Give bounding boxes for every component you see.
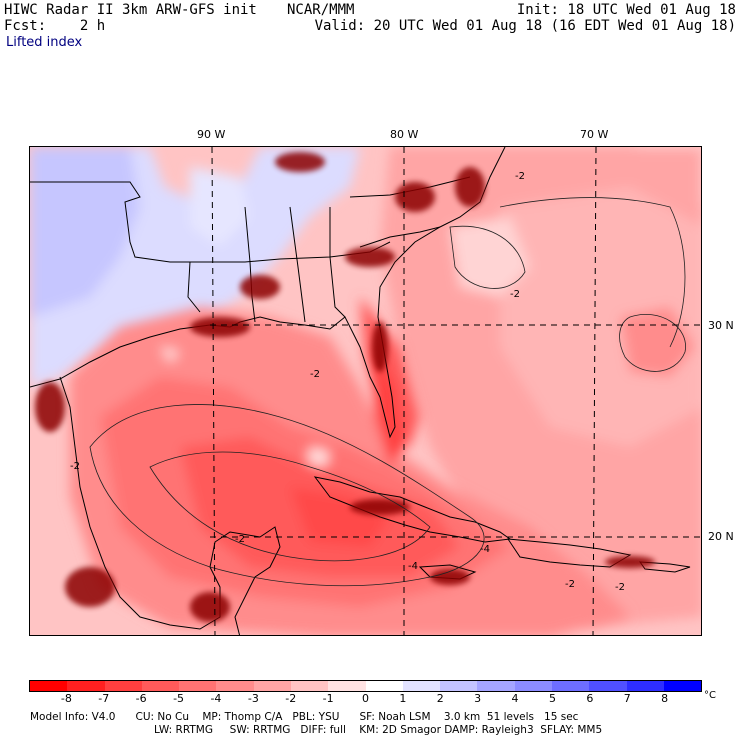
colorbar-segment	[30, 681, 68, 691]
map-svg: -2 -2 -2 -2 -2 -4 -4 -2 -2	[30, 147, 701, 635]
colorbar-tick-label: -5	[173, 692, 185, 705]
contour-label: -2	[615, 582, 625, 593]
atlantic-region	[380, 147, 701, 627]
colorbar-segment	[216, 681, 254, 691]
plot-title: HIWC Radar II 3km ARW-GFS init	[4, 2, 257, 18]
colorbar-segment	[626, 681, 664, 691]
colorbar-segment	[663, 681, 702, 691]
lon-label-80w: 80 W	[390, 128, 419, 141]
colorbar-segment	[67, 681, 105, 691]
colorbar-segment	[179, 681, 217, 691]
colorbar-segment	[253, 681, 291, 691]
valid-time: Valid: 20 UTC Wed 01 Aug 18 (16 EDT Wed …	[314, 18, 736, 34]
org-label: NCAR/MMM	[287, 2, 355, 18]
contour-label: -2	[310, 369, 320, 380]
colorbar-labels: -8 -7 -6 -5 -4 -3 -2 -1 0 1 2 3 4 5 6 7 8	[29, 692, 702, 706]
state-borders-6	[359, 226, 441, 248]
state-borders-1	[30, 181, 391, 263]
colorbar-tick-label: 0	[362, 692, 369, 705]
colorbar-segment	[551, 681, 590, 691]
contour-label: -2	[510, 289, 520, 300]
colorbar-tick-label: 5	[548, 692, 556, 705]
model-info-line1: Model Info: V4.0 CU: No Cu MP: Thomp C/A…	[30, 711, 579, 723]
init-time: Init: 18 UTC Wed 01 Aug 18	[516, 2, 736, 18]
contour-label: -2	[565, 579, 575, 590]
colorbar-tick-label: -7	[98, 692, 110, 705]
contour-label: -4	[480, 544, 490, 555]
state-borders-3	[289, 206, 306, 323]
colorbar-segment	[365, 681, 403, 691]
colorbar-segment	[440, 681, 478, 691]
colorbar-tick-label: 2	[436, 692, 444, 705]
colorbar-unit: °C	[704, 690, 716, 701]
lat-label-30n: 30 N	[708, 319, 734, 332]
colorbar-tick-label: -4	[210, 692, 222, 705]
mexico-coast	[59, 376, 281, 635]
contour-label: -2	[515, 171, 525, 182]
forecast-hour: Fcst: 2 h	[4, 18, 106, 34]
colorbar-tick-label: -1	[322, 692, 334, 705]
colorbar	[29, 680, 702, 692]
lon-label-90w: 90 W	[197, 128, 226, 141]
colorbar-tick-label: 6	[586, 692, 594, 705]
colorbar-segment	[477, 681, 515, 691]
colorbar-segment	[141, 681, 180, 691]
colorbar-tick-label: -3	[247, 692, 259, 705]
colorbar-segment	[402, 681, 441, 691]
convective-cells	[35, 152, 655, 622]
gulf-atlantic-coast	[30, 147, 506, 439]
contour-lines	[89, 197, 686, 587]
contour-label: -2	[235, 534, 245, 545]
map-panel: -2 -2 -2 -2 -2 -4 -4 -2 -2	[29, 146, 702, 636]
colorbar-segment	[514, 681, 552, 691]
state-borders-5	[187, 261, 201, 313]
colorbar-tick-label: -8	[60, 692, 72, 705]
colorbar-tick-label: 8	[661, 692, 669, 705]
colorbar-segment	[290, 681, 329, 691]
lat-label-20n: 20 N	[708, 530, 734, 543]
latlon-grid	[210, 147, 701, 635]
model-info-line2: LW: RRTMG SW: RRTMG DIFF: full KM: 2D Sm…	[154, 724, 603, 736]
field-name: Lifted index	[6, 35, 83, 50]
colorbar-tick-label: 3	[474, 692, 482, 705]
state-borders-4	[329, 207, 346, 318]
lon-label-70w: 70 W	[580, 128, 609, 141]
colorbar-tick-label: -6	[135, 692, 147, 705]
colorbar-segment	[328, 681, 366, 691]
colorbar-tick-label: 1	[399, 692, 407, 705]
puerto-rico	[638, 561, 691, 573]
contour-label: -4	[408, 561, 418, 572]
contour-label: -2	[70, 461, 80, 472]
colorbar-tick-label: -2	[285, 692, 297, 705]
colorbar-tick-label: 4	[511, 692, 519, 705]
colorbar-segment	[104, 681, 142, 691]
colorbar-segment	[589, 681, 627, 691]
colorbar-tick-label: 7	[623, 692, 631, 705]
